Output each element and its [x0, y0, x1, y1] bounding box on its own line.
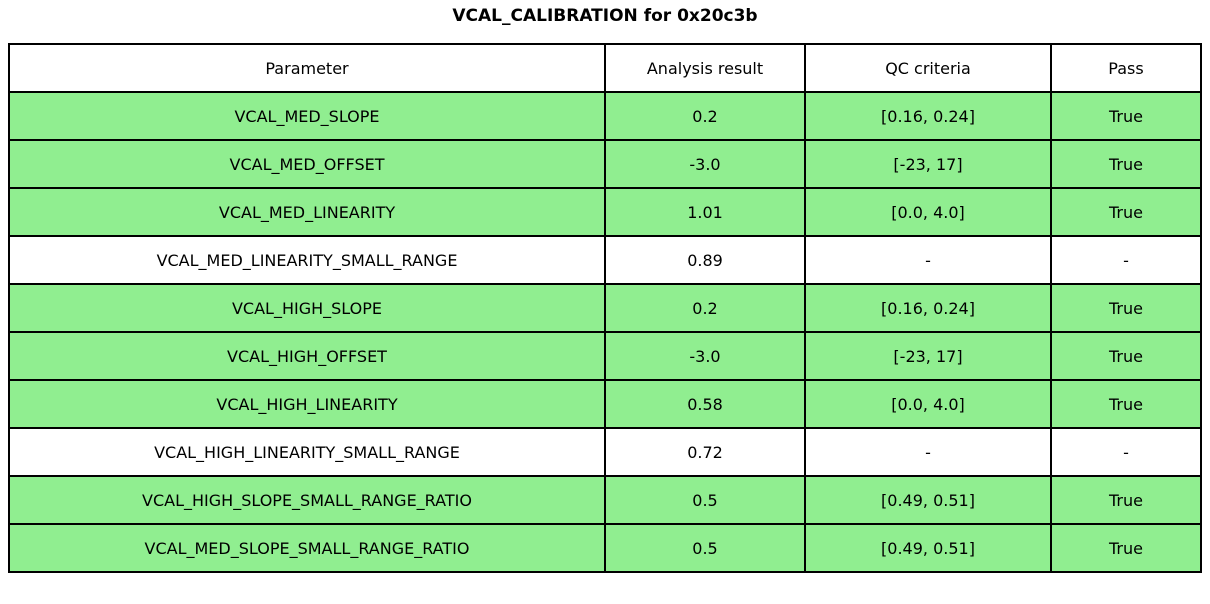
cell-pass: True: [1050, 187, 1202, 237]
table-row: VCAL_HIGH_LINEARITY_SMALL_RANGE 0.72 - -: [8, 427, 1202, 477]
cell-parameter: VCAL_MED_OFFSET: [8, 139, 606, 189]
cell-analysis-result: 0.5: [604, 475, 806, 525]
cell-parameter: VCAL_MED_LINEARITY: [8, 187, 606, 237]
cell-analysis-result: -3.0: [604, 139, 806, 189]
cell-analysis-result: 1.01: [604, 187, 806, 237]
cell-parameter: VCAL_MED_LINEARITY_SMALL_RANGE: [8, 235, 606, 285]
table-row: VCAL_HIGH_LINEARITY 0.58 [0.0, 4.0] True: [8, 379, 1202, 429]
cell-pass: True: [1050, 523, 1202, 573]
cell-pass: True: [1050, 139, 1202, 189]
header-pass: Pass: [1050, 43, 1202, 93]
table-row: VCAL_HIGH_OFFSET -3.0 [-23, 17] True: [8, 331, 1202, 381]
table-row: VCAL_MED_LINEARITY 1.01 [0.0, 4.0] True: [8, 187, 1202, 237]
cell-parameter: VCAL_HIGH_LINEARITY_SMALL_RANGE: [8, 427, 606, 477]
header-qc-criteria: QC criteria: [804, 43, 1052, 93]
cell-pass: True: [1050, 379, 1202, 429]
cell-qc-criteria: [-23, 17]: [804, 139, 1052, 189]
cell-qc-criteria: [0.49, 0.51]: [804, 475, 1052, 525]
cell-qc-criteria: [0.16, 0.24]: [804, 91, 1052, 141]
cell-qc-criteria: -: [804, 235, 1052, 285]
table-row: VCAL_MED_SLOPE_SMALL_RANGE_RATIO 0.5 [0.…: [8, 523, 1202, 573]
cell-parameter: VCAL_MED_SLOPE_SMALL_RANGE_RATIO: [8, 523, 606, 573]
figure-title: VCAL_CALIBRATION for 0x20c3b: [452, 6, 758, 26]
cell-qc-criteria: -: [804, 427, 1052, 477]
table-row: VCAL_MED_LINEARITY_SMALL_RANGE 0.89 - -: [8, 235, 1202, 285]
cell-pass: True: [1050, 283, 1202, 333]
cell-analysis-result: 0.72: [604, 427, 806, 477]
table-row: VCAL_MED_OFFSET -3.0 [-23, 17] True: [8, 139, 1202, 189]
cell-pass: True: [1050, 475, 1202, 525]
cell-analysis-result: -3.0: [604, 331, 806, 381]
cell-pass: -: [1050, 235, 1202, 285]
cell-analysis-result: 0.5: [604, 523, 806, 573]
cell-parameter: VCAL_HIGH_SLOPE_SMALL_RANGE_RATIO: [8, 475, 606, 525]
cell-analysis-result: 0.2: [604, 283, 806, 333]
cell-pass: -: [1050, 427, 1202, 477]
cell-qc-criteria: [-23, 17]: [804, 331, 1052, 381]
cell-analysis-result: 0.58: [604, 379, 806, 429]
cell-qc-criteria: [0.16, 0.24]: [804, 283, 1052, 333]
cell-analysis-result: 0.2: [604, 91, 806, 141]
header-parameter: Parameter: [8, 43, 606, 93]
table-row: VCAL_HIGH_SLOPE 0.2 [0.16, 0.24] True: [8, 283, 1202, 333]
cell-parameter: VCAL_HIGH_OFFSET: [8, 331, 606, 381]
cell-parameter: VCAL_HIGH_SLOPE: [8, 283, 606, 333]
table-row: VCAL_HIGH_SLOPE_SMALL_RANGE_RATIO 0.5 [0…: [8, 475, 1202, 525]
cell-qc-criteria: [0.49, 0.51]: [804, 523, 1052, 573]
table-row: VCAL_MED_SLOPE 0.2 [0.16, 0.24] True: [8, 91, 1202, 141]
cell-pass: True: [1050, 331, 1202, 381]
cell-qc-criteria: [0.0, 4.0]: [804, 379, 1052, 429]
header-analysis-result: Analysis result: [604, 43, 806, 93]
cell-parameter: VCAL_MED_SLOPE: [8, 91, 606, 141]
cell-analysis-result: 0.89: [604, 235, 806, 285]
cell-parameter: VCAL_HIGH_LINEARITY: [8, 379, 606, 429]
qc-results-table: Parameter Analysis result QC criteria Pa…: [8, 43, 1202, 573]
cell-qc-criteria: [0.0, 4.0]: [804, 187, 1052, 237]
header-row: Parameter Analysis result QC criteria Pa…: [8, 43, 1202, 93]
cell-pass: True: [1050, 91, 1202, 141]
